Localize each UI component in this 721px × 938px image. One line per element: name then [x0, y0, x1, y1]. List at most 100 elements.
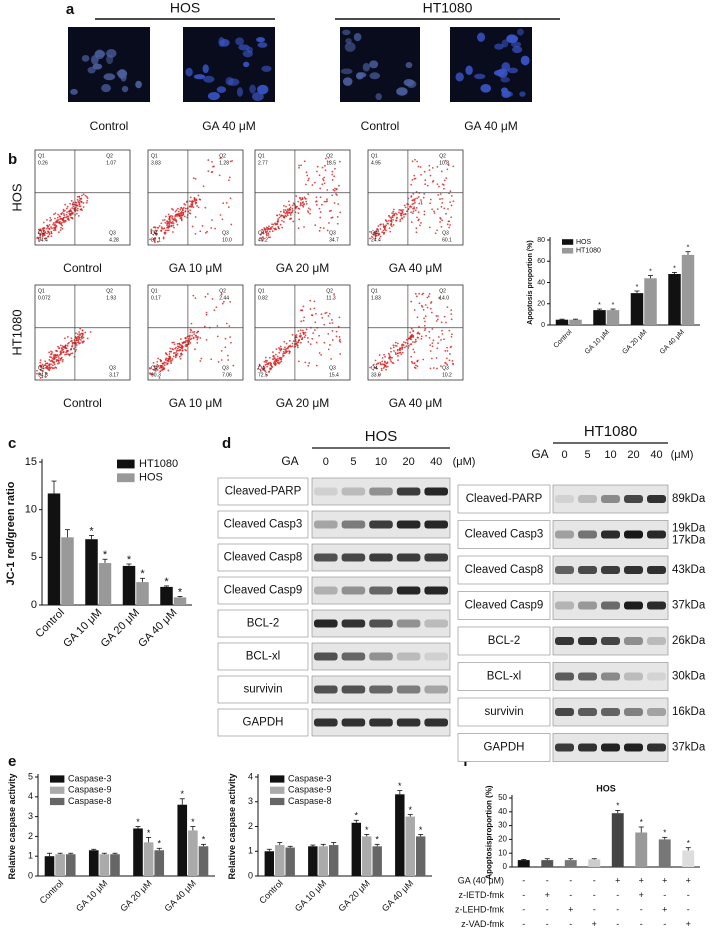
event-dot [399, 209, 402, 211]
event-dot [211, 161, 213, 163]
event-dot [400, 214, 402, 217]
event-dot [441, 333, 444, 335]
event-dot [297, 212, 300, 214]
event-dot [389, 356, 392, 359]
event-dot [436, 208, 439, 211]
quadrant-name: Q2 [106, 288, 113, 294]
nucleus [507, 67, 519, 74]
event-dot [164, 222, 167, 224]
event-dot [261, 228, 263, 231]
event-dot [412, 348, 415, 351]
event-dot [60, 213, 63, 216]
event-dot [82, 206, 85, 208]
event-dot [80, 194, 83, 197]
event-dot [172, 224, 175, 227]
event-dot [375, 363, 378, 366]
y-tick-label: 3 [248, 796, 253, 806]
x-tick-label: GA 40 μM [380, 878, 415, 913]
nucleus [342, 29, 351, 36]
event-dot [392, 344, 395, 347]
y-tick-label: 50 [498, 793, 507, 802]
event-dot [179, 217, 182, 219]
event-dot [47, 235, 50, 237]
dose-unit: (μM) [671, 449, 694, 461]
event-dot [79, 334, 81, 337]
event-dot [282, 209, 285, 211]
error-bar [102, 558, 108, 564]
event-dot [180, 352, 182, 355]
event-dot [58, 347, 60, 350]
event-dot [304, 183, 307, 186]
event-dot [174, 347, 176, 350]
event-dot [279, 356, 281, 359]
event-dot [222, 202, 225, 205]
quadrant-name: Q1 [151, 288, 158, 294]
event-dot [59, 351, 62, 354]
event-dot [175, 220, 178, 223]
legend-swatch [50, 786, 65, 794]
event-dot [392, 224, 395, 226]
y-tick-label: 2 [248, 821, 253, 831]
event-dot [299, 335, 301, 338]
event-dot [174, 352, 176, 354]
event-dot [175, 218, 177, 221]
dose-label: 20 [402, 456, 414, 468]
event-dot [327, 332, 330, 335]
quadrant-name: Q3 [442, 230, 449, 236]
nucleus [369, 72, 381, 80]
event-dot [50, 356, 53, 359]
event-dot [71, 217, 74, 219]
quadrant-value: 1.28 [219, 160, 229, 166]
x-tick-label: GA 20 μM [336, 878, 371, 913]
event-dot [318, 352, 321, 354]
event-dot [189, 342, 192, 344]
event-dot [279, 361, 281, 364]
event-dot [277, 227, 280, 229]
event-dot [431, 180, 434, 183]
event-dot [226, 354, 229, 357]
event-dot [160, 229, 163, 232]
protein-name: Cleaved Casp9 [224, 585, 303, 597]
event-dot [156, 360, 159, 363]
nucleus [501, 90, 511, 99]
quadrant-value: 4.28 [109, 237, 119, 243]
event-dot [384, 364, 387, 367]
event-dot [166, 220, 169, 223]
legend-swatch [50, 775, 65, 783]
event-dot [303, 160, 306, 163]
event-dot [373, 233, 376, 236]
event-dot [162, 219, 164, 222]
event-dot [77, 341, 79, 344]
treatment-sign: - [616, 904, 619, 914]
event-dot [284, 346, 286, 349]
event-dot [430, 357, 433, 360]
event-dot [158, 377, 161, 379]
event-dot [163, 227, 166, 230]
bar [275, 845, 285, 876]
event-dot [205, 313, 208, 316]
event-dot [399, 218, 402, 221]
event-dot [85, 195, 88, 198]
event-dot [429, 307, 432, 310]
event-dot [53, 357, 56, 360]
event-dot [382, 233, 385, 235]
quadrant-value: 72.5 [258, 372, 268, 378]
event-dot [43, 232, 46, 235]
event-dot [435, 320, 438, 322]
event-dot [162, 237, 165, 240]
event-dot [170, 221, 173, 224]
event-dot [77, 214, 80, 217]
event-dot [78, 205, 81, 208]
bar [61, 537, 74, 605]
event-dot [296, 341, 299, 344]
event-dot [194, 334, 197, 337]
event-dot [207, 159, 210, 161]
event-dot [168, 353, 171, 355]
y-tick-label: 0 [541, 322, 545, 329]
event-dot [190, 203, 193, 206]
event-dot [423, 329, 426, 332]
event-dot [429, 174, 432, 177]
event-dot [280, 360, 283, 363]
event-dot [181, 209, 184, 212]
event-dot [39, 236, 42, 239]
